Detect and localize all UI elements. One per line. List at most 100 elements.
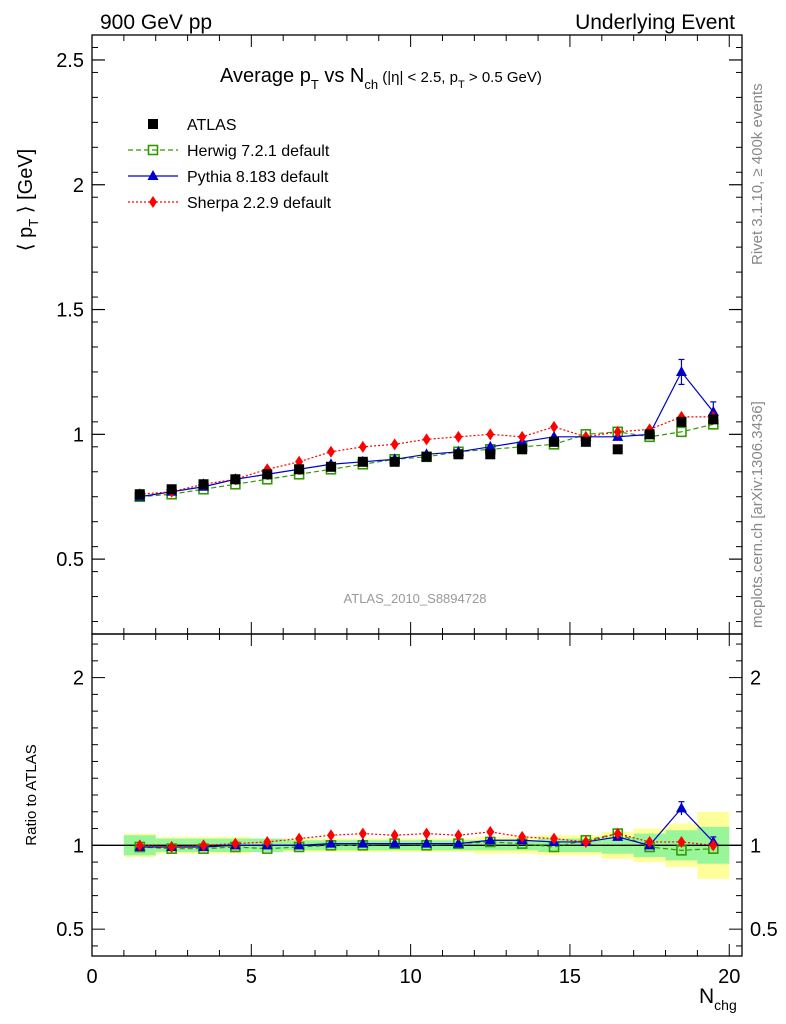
legend-label: Herwig 7.2.1 default (187, 143, 330, 160)
legend-marker (147, 170, 159, 180)
ratio-y-tick-label-right: 0.5 (750, 919, 778, 941)
data-point (484, 440, 496, 451)
ratio-series-sherpa-2-2-9-default (135, 825, 718, 853)
ratio-y-tick-label-right: 1 (750, 835, 761, 857)
data-point (453, 449, 464, 460)
xlabel-main: N (699, 985, 714, 1008)
data-point (549, 436, 560, 447)
data-point (358, 440, 367, 453)
data-point (166, 484, 177, 495)
title-part-4: > 0.5 GeV) (465, 69, 542, 86)
ratio-data-point (677, 835, 686, 848)
data-point (676, 426, 687, 438)
ratio-data-point (484, 834, 496, 845)
data-point (357, 456, 368, 467)
y-tick-label: 0.5 (56, 549, 84, 571)
ratio-data-point (452, 837, 464, 848)
data-point (390, 438, 399, 451)
ratio-data-point (389, 837, 401, 848)
data-point (644, 429, 655, 440)
ratio-data-point (390, 829, 399, 842)
mcplots-label: mcplots.cern.ch [arXiv:1306.3436] (749, 401, 766, 628)
y-tick-label: 1.5 (56, 300, 84, 322)
data-point (580, 436, 591, 447)
data-point (326, 445, 335, 458)
ratio-data-point (518, 830, 527, 843)
ratio-data-point (358, 827, 367, 840)
ratio-data-point (199, 839, 208, 852)
series-atlas (134, 414, 719, 500)
rivet-label: Rivet 3.1.10, ≥ 400k events (749, 83, 766, 265)
ratio-data-point (167, 840, 176, 853)
y-tick-label: 2.5 (56, 50, 84, 72)
data-point (676, 416, 687, 427)
header-right: Underlying Event (575, 11, 735, 34)
ratio-data-point (486, 825, 495, 838)
plot-title: Average pT vs Nch (|η| < 2.5, pT > 0.5 G… (220, 65, 542, 92)
x-tick-label: 10 (400, 966, 422, 988)
xlabel-sub: chg (714, 997, 737, 1013)
main-plot: 0.5 1 1.5 2 2.5 (56, 34, 743, 635)
data-point (389, 456, 400, 467)
main-ylabel: ⟨ pT ⟩ [GeV] (15, 149, 41, 252)
data-point (325, 461, 336, 472)
ratio-data-point (550, 832, 559, 845)
title-part-2-sub: ch (364, 77, 378, 92)
ratio-data-point (675, 802, 687, 813)
data-point (230, 474, 241, 485)
legend: ATLAS Herwig 7.2.1 default Pythia 8.183 de… (128, 117, 332, 212)
ratio-data-point (421, 837, 433, 848)
legend-label: Pythia 8.183 default (187, 169, 329, 186)
y-tick-label: 1 (73, 424, 84, 446)
data-point (675, 365, 687, 376)
x-tick-label: 20 (718, 966, 740, 988)
ratio-data-point (295, 832, 304, 845)
data-point (422, 433, 431, 446)
ratio-ylabel: Ratio to ATLAS (23, 744, 40, 845)
x-tick-label: 15 (559, 966, 581, 988)
ratio-plot: 0.5 0.51 12 20 5 10 15 20 (56, 633, 778, 988)
legend-entry-atlas: ATLAS (148, 117, 237, 134)
main-ylabel-pre: ⟨ p (15, 227, 37, 251)
title-part-3: (|η| < 2.5, p (378, 69, 458, 86)
data-point (198, 479, 209, 490)
data-point (485, 449, 496, 460)
legend-entry-pythia-8-183-default: Pythia 8.183 default (128, 169, 329, 186)
data-point (613, 425, 622, 438)
ratio-y-tick-label: 2 (73, 668, 84, 690)
data-point (262, 469, 273, 480)
analysis-watermark: ATLAS_2010_S8894728 (344, 591, 487, 606)
y-tick-label: 2 (73, 175, 84, 197)
legend-entry-sherpa-2-2-9-default: Sherpa 2.2.9 default (128, 195, 332, 212)
ratio-y-tick-label: 0.5 (56, 919, 84, 941)
ratio-data-point (135, 839, 144, 852)
ratio-data-point (454, 829, 463, 842)
ratio-data-point (613, 827, 622, 840)
ratio-data-point (709, 839, 718, 852)
data-point (421, 451, 432, 462)
legend-marker (149, 196, 157, 208)
ratio-y-tick-label-right: 2 (750, 668, 761, 690)
title-part-2: vs N (319, 65, 365, 87)
x-tick-label: 5 (246, 966, 257, 988)
series-pythia-8-183-default (134, 358, 719, 501)
ratio-plot-frame (91, 633, 743, 957)
legend-label: ATLAS (187, 117, 237, 134)
ratio-data-point (581, 835, 590, 848)
data-point (454, 430, 463, 443)
data-point (518, 430, 527, 443)
data-point (708, 414, 719, 425)
title-part-1-sub: T (311, 77, 319, 92)
data-point (550, 420, 559, 433)
ratio-data-point (231, 837, 240, 850)
legend-marker (147, 144, 159, 156)
ratio-y-tick-label: 1 (73, 835, 84, 857)
x-tick-label: 0 (86, 966, 97, 988)
ratio-data-point (645, 835, 654, 848)
ratio-data-point (357, 837, 369, 848)
ratio-data-point (263, 835, 272, 848)
data-point (294, 464, 305, 475)
main-ylabel-sub: T (26, 219, 41, 227)
title-part-3-sub: T (458, 79, 465, 91)
